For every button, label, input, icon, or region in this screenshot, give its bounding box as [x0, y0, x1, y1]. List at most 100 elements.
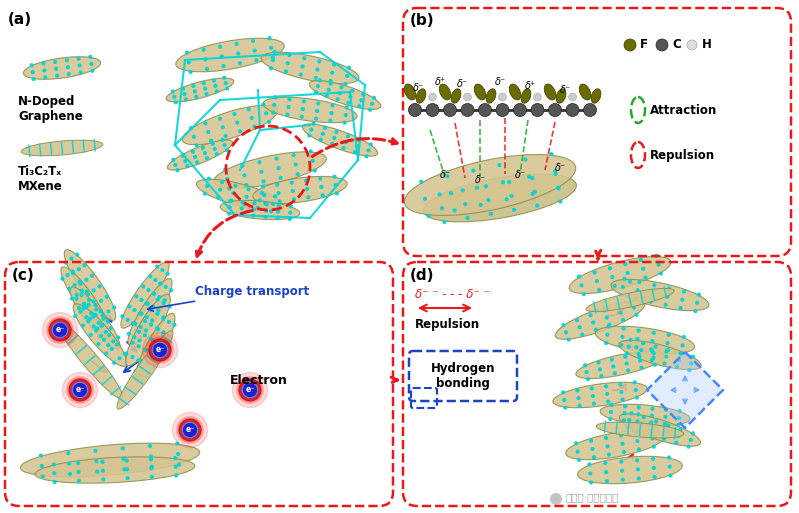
Circle shape	[534, 93, 542, 101]
Circle shape	[626, 362, 628, 365]
Circle shape	[145, 315, 149, 319]
Circle shape	[358, 105, 360, 108]
Circle shape	[151, 339, 153, 341]
Circle shape	[100, 324, 103, 327]
Circle shape	[654, 345, 657, 348]
Circle shape	[41, 465, 43, 467]
Circle shape	[154, 279, 157, 282]
Circle shape	[659, 272, 662, 275]
Circle shape	[131, 356, 133, 359]
Circle shape	[159, 282, 162, 285]
Circle shape	[147, 337, 173, 363]
Circle shape	[598, 368, 602, 371]
Circle shape	[189, 127, 193, 129]
Circle shape	[479, 204, 482, 206]
Circle shape	[306, 188, 308, 190]
Circle shape	[263, 193, 265, 196]
Ellipse shape	[591, 89, 601, 103]
Circle shape	[620, 294, 622, 297]
Circle shape	[147, 289, 150, 291]
Circle shape	[288, 218, 291, 220]
Circle shape	[665, 356, 668, 358]
Text: δ⁻: δ⁻	[555, 163, 566, 173]
Circle shape	[78, 268, 80, 270]
Circle shape	[121, 447, 124, 450]
Circle shape	[224, 168, 227, 171]
Text: e⁻: e⁻	[55, 326, 65, 334]
Circle shape	[594, 328, 597, 331]
Circle shape	[665, 430, 667, 433]
Circle shape	[162, 302, 165, 304]
Circle shape	[321, 194, 324, 196]
Circle shape	[578, 404, 581, 407]
Circle shape	[656, 39, 668, 51]
Circle shape	[49, 319, 71, 341]
Circle shape	[675, 365, 678, 368]
Circle shape	[121, 315, 124, 318]
Circle shape	[240, 213, 243, 216]
Circle shape	[288, 98, 291, 101]
Circle shape	[138, 312, 141, 315]
Circle shape	[168, 321, 170, 323]
Ellipse shape	[404, 154, 576, 215]
Circle shape	[344, 113, 347, 116]
Circle shape	[654, 363, 656, 366]
Circle shape	[188, 61, 190, 64]
Circle shape	[347, 135, 349, 137]
Circle shape	[427, 214, 430, 218]
Ellipse shape	[553, 382, 647, 408]
Text: e⁻: e⁻	[185, 425, 195, 435]
Circle shape	[151, 352, 153, 354]
Circle shape	[287, 106, 290, 108]
Circle shape	[279, 176, 282, 179]
Circle shape	[162, 331, 165, 333]
Circle shape	[149, 275, 152, 278]
Circle shape	[294, 163, 297, 166]
Circle shape	[698, 293, 700, 296]
Circle shape	[42, 62, 45, 65]
Circle shape	[65, 261, 67, 264]
Circle shape	[152, 306, 154, 308]
Circle shape	[110, 348, 113, 350]
Circle shape	[183, 93, 186, 95]
Text: Attraction: Attraction	[650, 104, 718, 116]
Circle shape	[589, 314, 592, 317]
Circle shape	[193, 135, 195, 138]
Circle shape	[664, 303, 667, 306]
Text: N-Doped
Graphene: N-Doped Graphene	[18, 95, 83, 123]
Circle shape	[135, 295, 137, 298]
Circle shape	[650, 429, 652, 431]
Circle shape	[124, 352, 126, 355]
Circle shape	[153, 342, 168, 358]
Circle shape	[680, 352, 683, 355]
Circle shape	[687, 445, 690, 448]
Circle shape	[312, 160, 314, 162]
Circle shape	[638, 329, 640, 332]
Circle shape	[149, 339, 171, 361]
Circle shape	[260, 191, 263, 194]
Circle shape	[423, 198, 427, 200]
Circle shape	[666, 295, 669, 298]
Circle shape	[619, 383, 622, 386]
Circle shape	[159, 282, 161, 285]
Circle shape	[369, 143, 372, 146]
Circle shape	[420, 180, 423, 183]
Circle shape	[52, 322, 68, 338]
Ellipse shape	[213, 152, 326, 188]
Circle shape	[80, 293, 83, 297]
Circle shape	[89, 317, 92, 320]
Circle shape	[569, 93, 577, 101]
Text: δ⁻: δ⁻	[439, 170, 451, 180]
Circle shape	[233, 372, 268, 408]
Circle shape	[301, 108, 304, 110]
Circle shape	[208, 177, 210, 180]
Circle shape	[650, 359, 654, 362]
Circle shape	[334, 184, 337, 186]
Circle shape	[318, 60, 320, 63]
Circle shape	[606, 445, 609, 448]
Circle shape	[356, 145, 359, 148]
Circle shape	[204, 152, 206, 154]
Circle shape	[276, 183, 279, 186]
Circle shape	[107, 344, 109, 347]
Circle shape	[94, 304, 97, 306]
